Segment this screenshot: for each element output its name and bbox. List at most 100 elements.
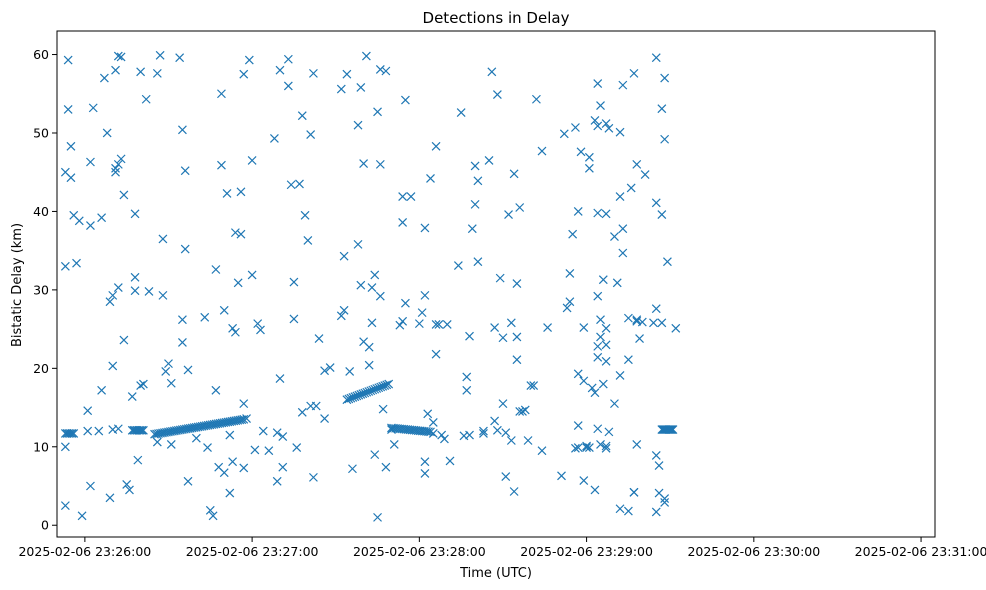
- data-point-242: [579, 376, 589, 386]
- data-point-192: [470, 161, 480, 171]
- data-point-291: [629, 68, 639, 78]
- data-point-225: [537, 446, 547, 456]
- data-point-63: [178, 338, 187, 347]
- data-point-107: [278, 432, 288, 442]
- data-point-246: [584, 443, 594, 452]
- data-point-187: [462, 385, 472, 395]
- data-point-428: [667, 425, 677, 434]
- data-point-104: [272, 428, 282, 438]
- data-point-273: [604, 123, 614, 133]
- data-point-101: [264, 446, 274, 456]
- data-point-97: [250, 445, 260, 455]
- data-point-26: [108, 361, 118, 371]
- data-point-69: [200, 312, 210, 322]
- data-point-164: [400, 298, 410, 308]
- y-axis-label: Bistatic Delay (km): [10, 223, 25, 347]
- data-point-205: [498, 333, 508, 343]
- data-point-163: [400, 95, 410, 105]
- data-point-65: [180, 244, 190, 254]
- data-point-40: [125, 485, 134, 495]
- data-point-217: [515, 407, 525, 416]
- data-point-303: [651, 507, 661, 517]
- data-point-136: [353, 120, 363, 130]
- data-point-3: [60, 501, 70, 511]
- data-point-209: [504, 210, 513, 219]
- data-point-276: [610, 399, 619, 409]
- data-point-43: [130, 272, 140, 282]
- data-point-6: [66, 173, 76, 183]
- data-point-81: [225, 430, 235, 440]
- data-point-311: [660, 73, 670, 83]
- data-point-278: [615, 192, 625, 201]
- data-point-182: [442, 319, 452, 329]
- data-point-110: [283, 81, 293, 91]
- data-point-275: [610, 232, 619, 241]
- data-point-286: [623, 355, 633, 365]
- data-point-55: [158, 234, 168, 244]
- data-point-149: [373, 512, 382, 522]
- data-point-298: [640, 170, 650, 179]
- data-point-256: [593, 341, 603, 351]
- data-point-24: [105, 297, 115, 307]
- chart-title: Detections in Delay: [423, 9, 570, 27]
- data-point-45: [133, 455, 143, 465]
- data-point-255: [593, 208, 603, 218]
- data-point-306: [654, 461, 664, 471]
- data-point-58: [166, 378, 176, 388]
- data-point-213: [509, 487, 519, 496]
- data-point-180: [437, 430, 447, 440]
- data-point-196: [479, 426, 488, 436]
- data-point-375: [239, 414, 249, 424]
- data-point-280: [615, 370, 625, 380]
- data-point-59: [166, 440, 176, 449]
- data-point-328: [137, 425, 147, 435]
- data-point-248: [584, 152, 594, 162]
- data-point-250: [590, 485, 600, 495]
- data-point-30: [111, 65, 120, 75]
- data-point-202: [492, 90, 502, 99]
- data-point-36: [116, 154, 126, 164]
- data-point-139: [356, 280, 366, 290]
- data-point-247: [584, 163, 594, 173]
- data-point-245: [582, 441, 592, 451]
- data-point-31: [113, 159, 123, 169]
- data-point-87: [233, 278, 243, 288]
- data-point-19: [97, 213, 107, 223]
- data-point-188: [462, 372, 472, 382]
- data-point-115: [295, 179, 304, 189]
- data-point-9: [72, 258, 81, 268]
- data-point-272: [601, 443, 611, 453]
- data-point-417: [426, 427, 435, 437]
- data-point-240: [576, 147, 586, 157]
- data-point-327: [135, 425, 145, 435]
- data-point-29: [111, 167, 120, 177]
- data-point-129: [336, 311, 346, 321]
- data-point-226: [537, 146, 547, 156]
- data-point-88: [236, 187, 246, 197]
- data-point-312: [660, 494, 670, 503]
- data-point-47: [136, 381, 146, 391]
- data-point-66: [183, 365, 193, 375]
- data-point-167: [417, 308, 427, 318]
- data-point-57: [164, 359, 173, 369]
- data-point-210: [506, 318, 516, 328]
- data-point-134: [345, 367, 355, 376]
- data-point-183: [445, 456, 455, 466]
- x-tick-label-0: 2025-02-06 23:26:00: [18, 544, 151, 559]
- data-point-141: [359, 159, 369, 169]
- data-point-243: [579, 323, 589, 332]
- data-point-130: [336, 84, 346, 94]
- data-point-17: [88, 103, 98, 113]
- data-point-308: [657, 318, 667, 328]
- x-axis: 2025-02-06 23:26:00 2025-02-06 23:27:00 20…: [18, 537, 986, 559]
- data-point-244: [582, 443, 592, 452]
- data-point-34: [113, 424, 123, 434]
- y-axis: 0 10 20 30 40 50 60: [33, 47, 57, 533]
- data-point-89: [236, 229, 246, 239]
- data-point-118: [300, 210, 310, 220]
- data-point-241: [579, 476, 589, 485]
- x-tick-label-1: 2025-02-06 23:27:00: [186, 544, 319, 559]
- data-point-4: [63, 55, 73, 65]
- data-point-252: [590, 116, 600, 125]
- data-point-426: [665, 425, 675, 434]
